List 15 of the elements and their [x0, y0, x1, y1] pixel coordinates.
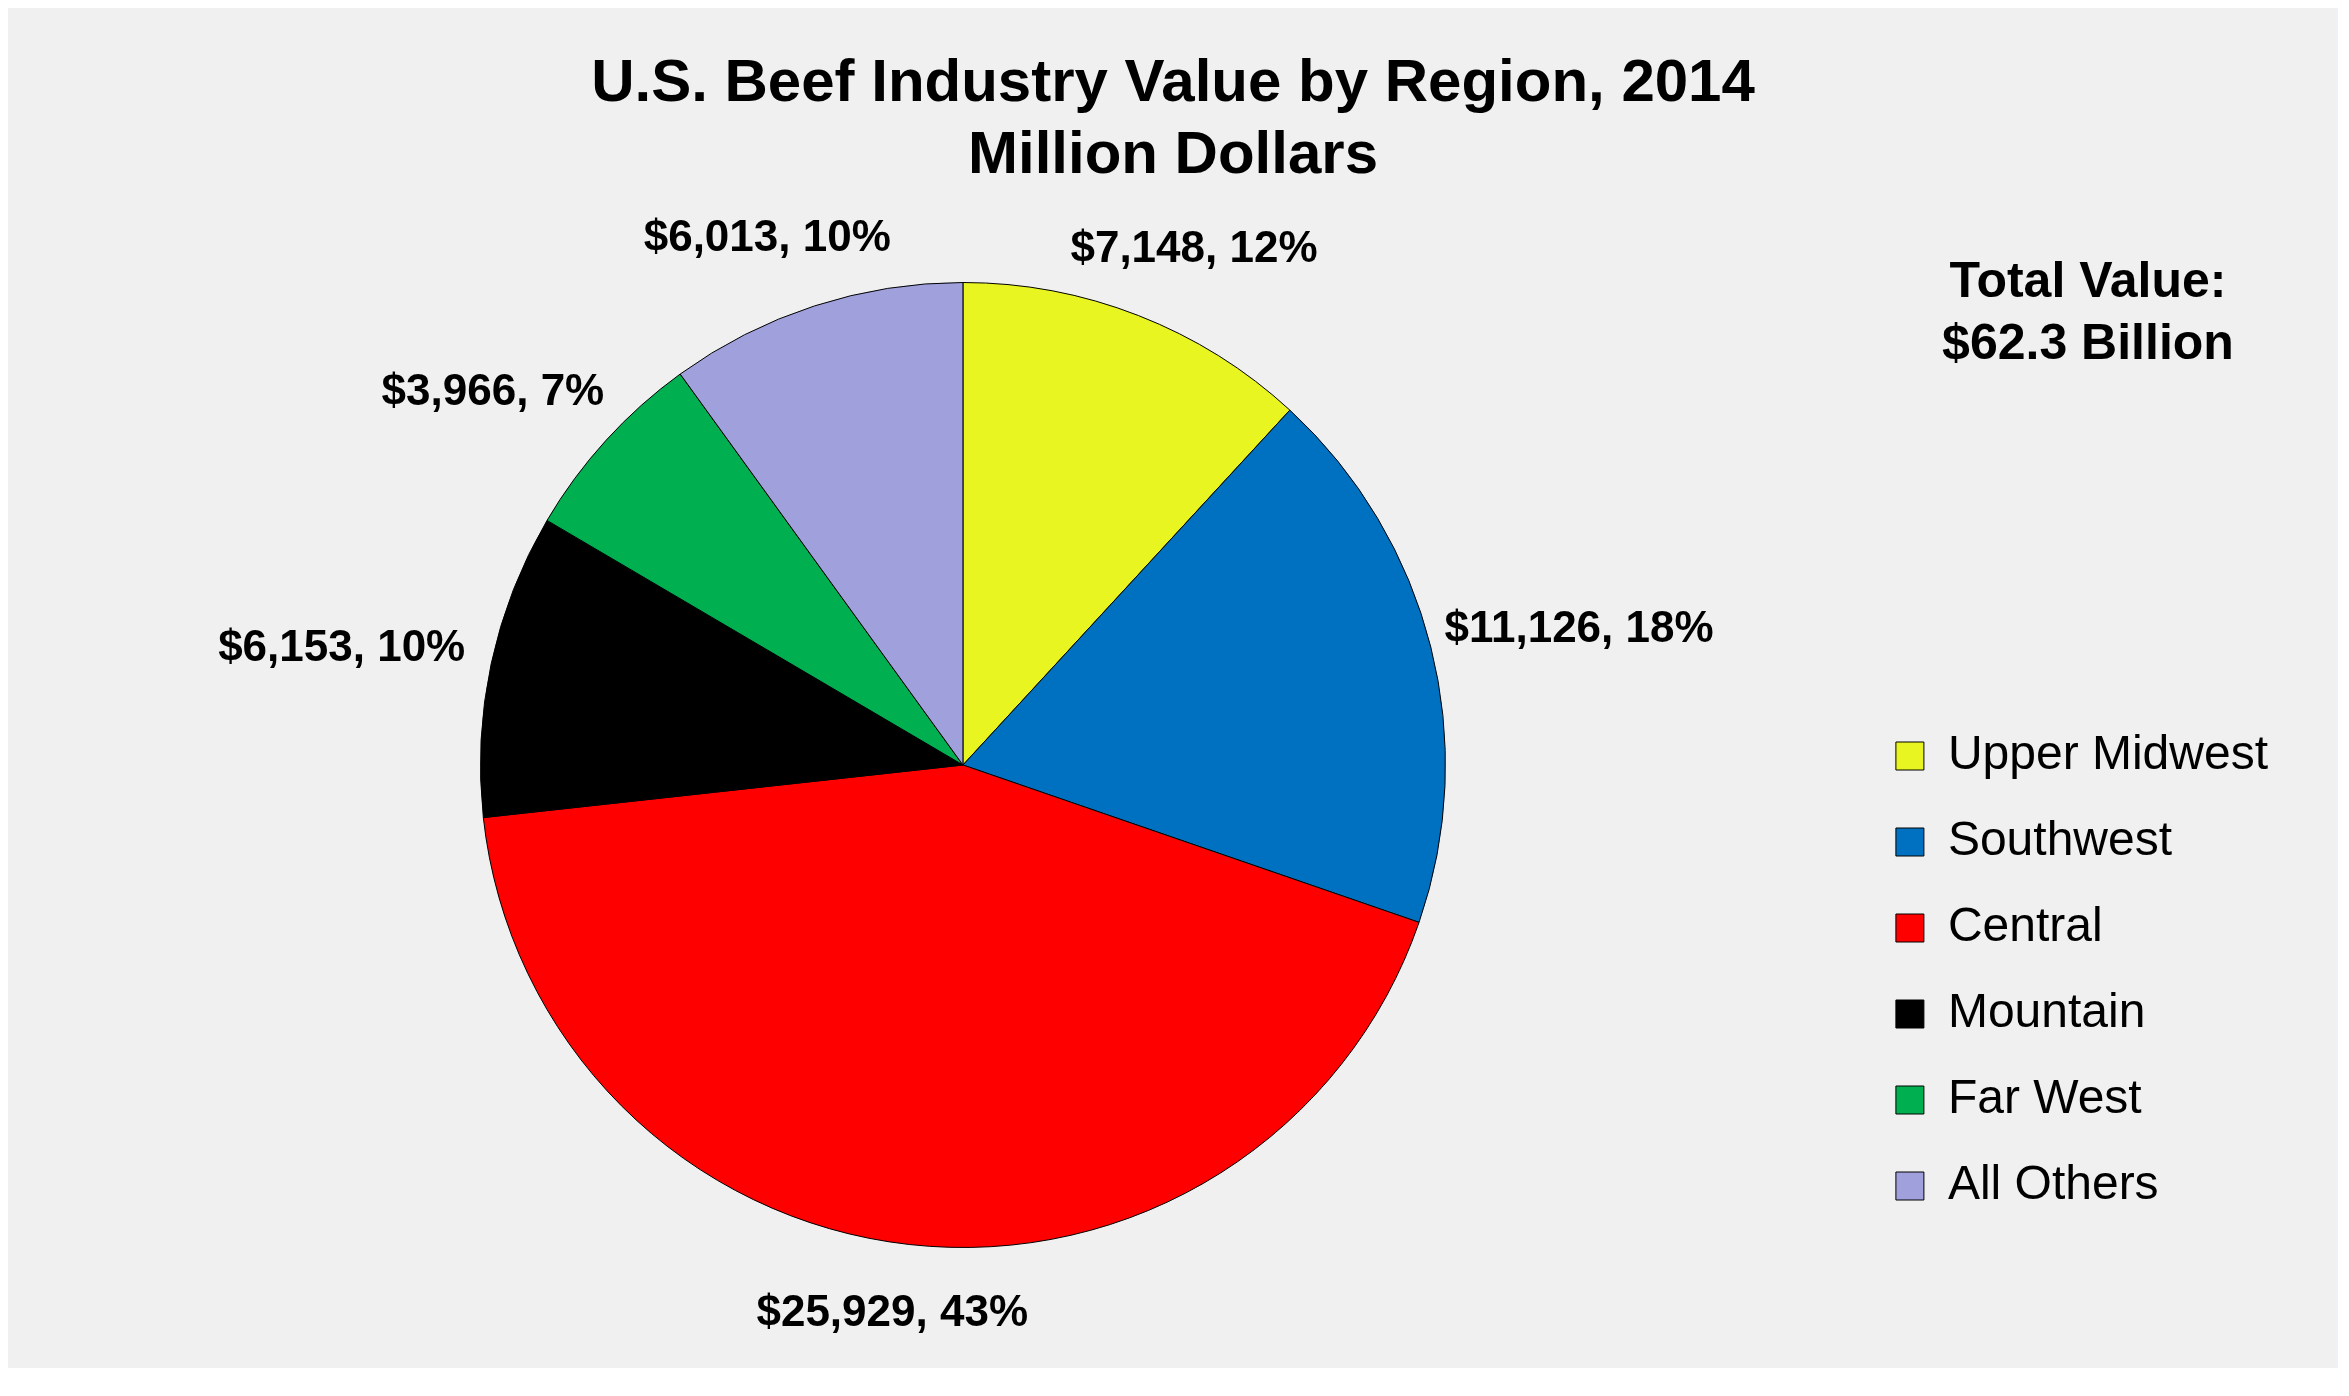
data-label: $6,013, 10% [643, 211, 891, 261]
text: Total Value: $62.3 Billion [1942, 251, 2234, 370]
legend-label: Far West [1947, 1070, 2142, 1124]
chart-subtitle: Million Dollars [967, 118, 1379, 186]
data-label: $25,929, 43% [756, 1286, 1029, 1336]
data-label: $7,148, 12% [1070, 222, 1318, 272]
legend-label: Southwest [1947, 812, 2173, 866]
chart-title: U.S. Beef Industry Value by Region, 2014 [591, 46, 1756, 114]
legend-label: Central [1947, 898, 2103, 952]
data-label: $6,153, 10% [218, 621, 466, 671]
legend-label: Mountain [1947, 984, 2146, 1038]
legend-label: All Others [1947, 1156, 2159, 1210]
legend-label: Upper Midwest [1947, 726, 2268, 780]
data-label: $3,966, 7% [381, 365, 605, 415]
data-label: $11,126, 18% [1444, 602, 1714, 652]
